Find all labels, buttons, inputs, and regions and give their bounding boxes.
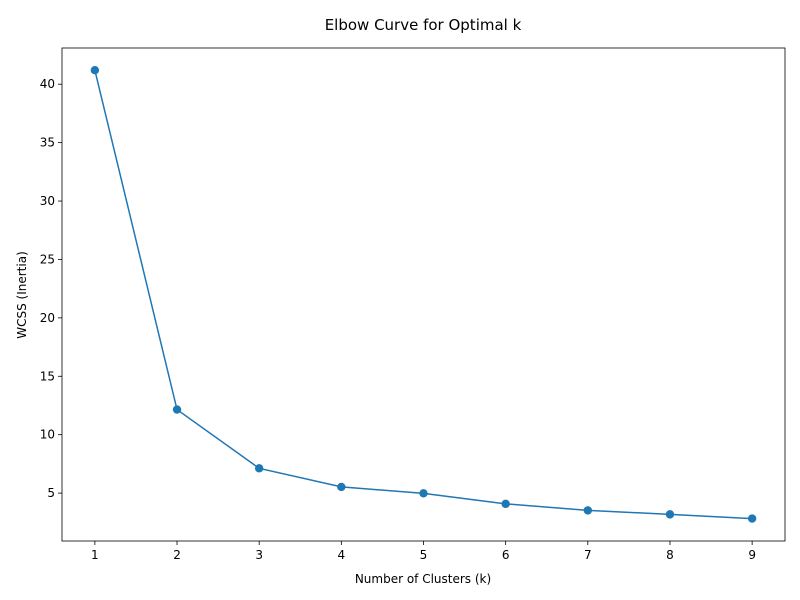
y-tick-label: 30 [40, 194, 55, 208]
x-tick-label: 7 [584, 548, 592, 562]
y-axis-label: WCSS (Inertia) [15, 251, 29, 339]
x-tick-label: 8 [666, 548, 674, 562]
data-point [583, 506, 593, 515]
plot-frame [61, 47, 786, 542]
y-tick-label: 25 [40, 252, 55, 266]
data-point [665, 510, 675, 519]
data-point [254, 464, 264, 473]
data-point [337, 482, 346, 492]
series-line [94, 70, 753, 520]
y-tick-label: 35 [40, 136, 55, 150]
y-tick-label: 10 [40, 428, 55, 442]
x-tick-label: 6 [502, 548, 510, 562]
y-tick-label: 20 [40, 311, 55, 325]
x-tick-label: 1 [91, 548, 99, 562]
x-tick-label: 3 [255, 548, 263, 562]
data-point [172, 405, 182, 414]
plot-area: 1 2 3 4 5 6 7 8 9 5 10 15 20 25 30 35 40 [40, 47, 786, 562]
y-tick-label: 40 [40, 77, 55, 91]
x-tick-label: 9 [748, 548, 756, 562]
x-axis-label: Number of Clusters (k) [355, 572, 491, 586]
data-point [90, 65, 100, 75]
y-tick-label: 5 [47, 486, 55, 500]
x-tick-label: 5 [420, 548, 428, 562]
y-tick-label: 15 [40, 369, 55, 383]
data-point [747, 514, 757, 523]
data-point [501, 499, 510, 509]
x-tick-label: 4 [338, 548, 346, 562]
chart-title: Elbow Curve for Optimal k [325, 16, 522, 34]
x-tick-label: 2 [173, 548, 181, 562]
data-point [419, 489, 428, 498]
